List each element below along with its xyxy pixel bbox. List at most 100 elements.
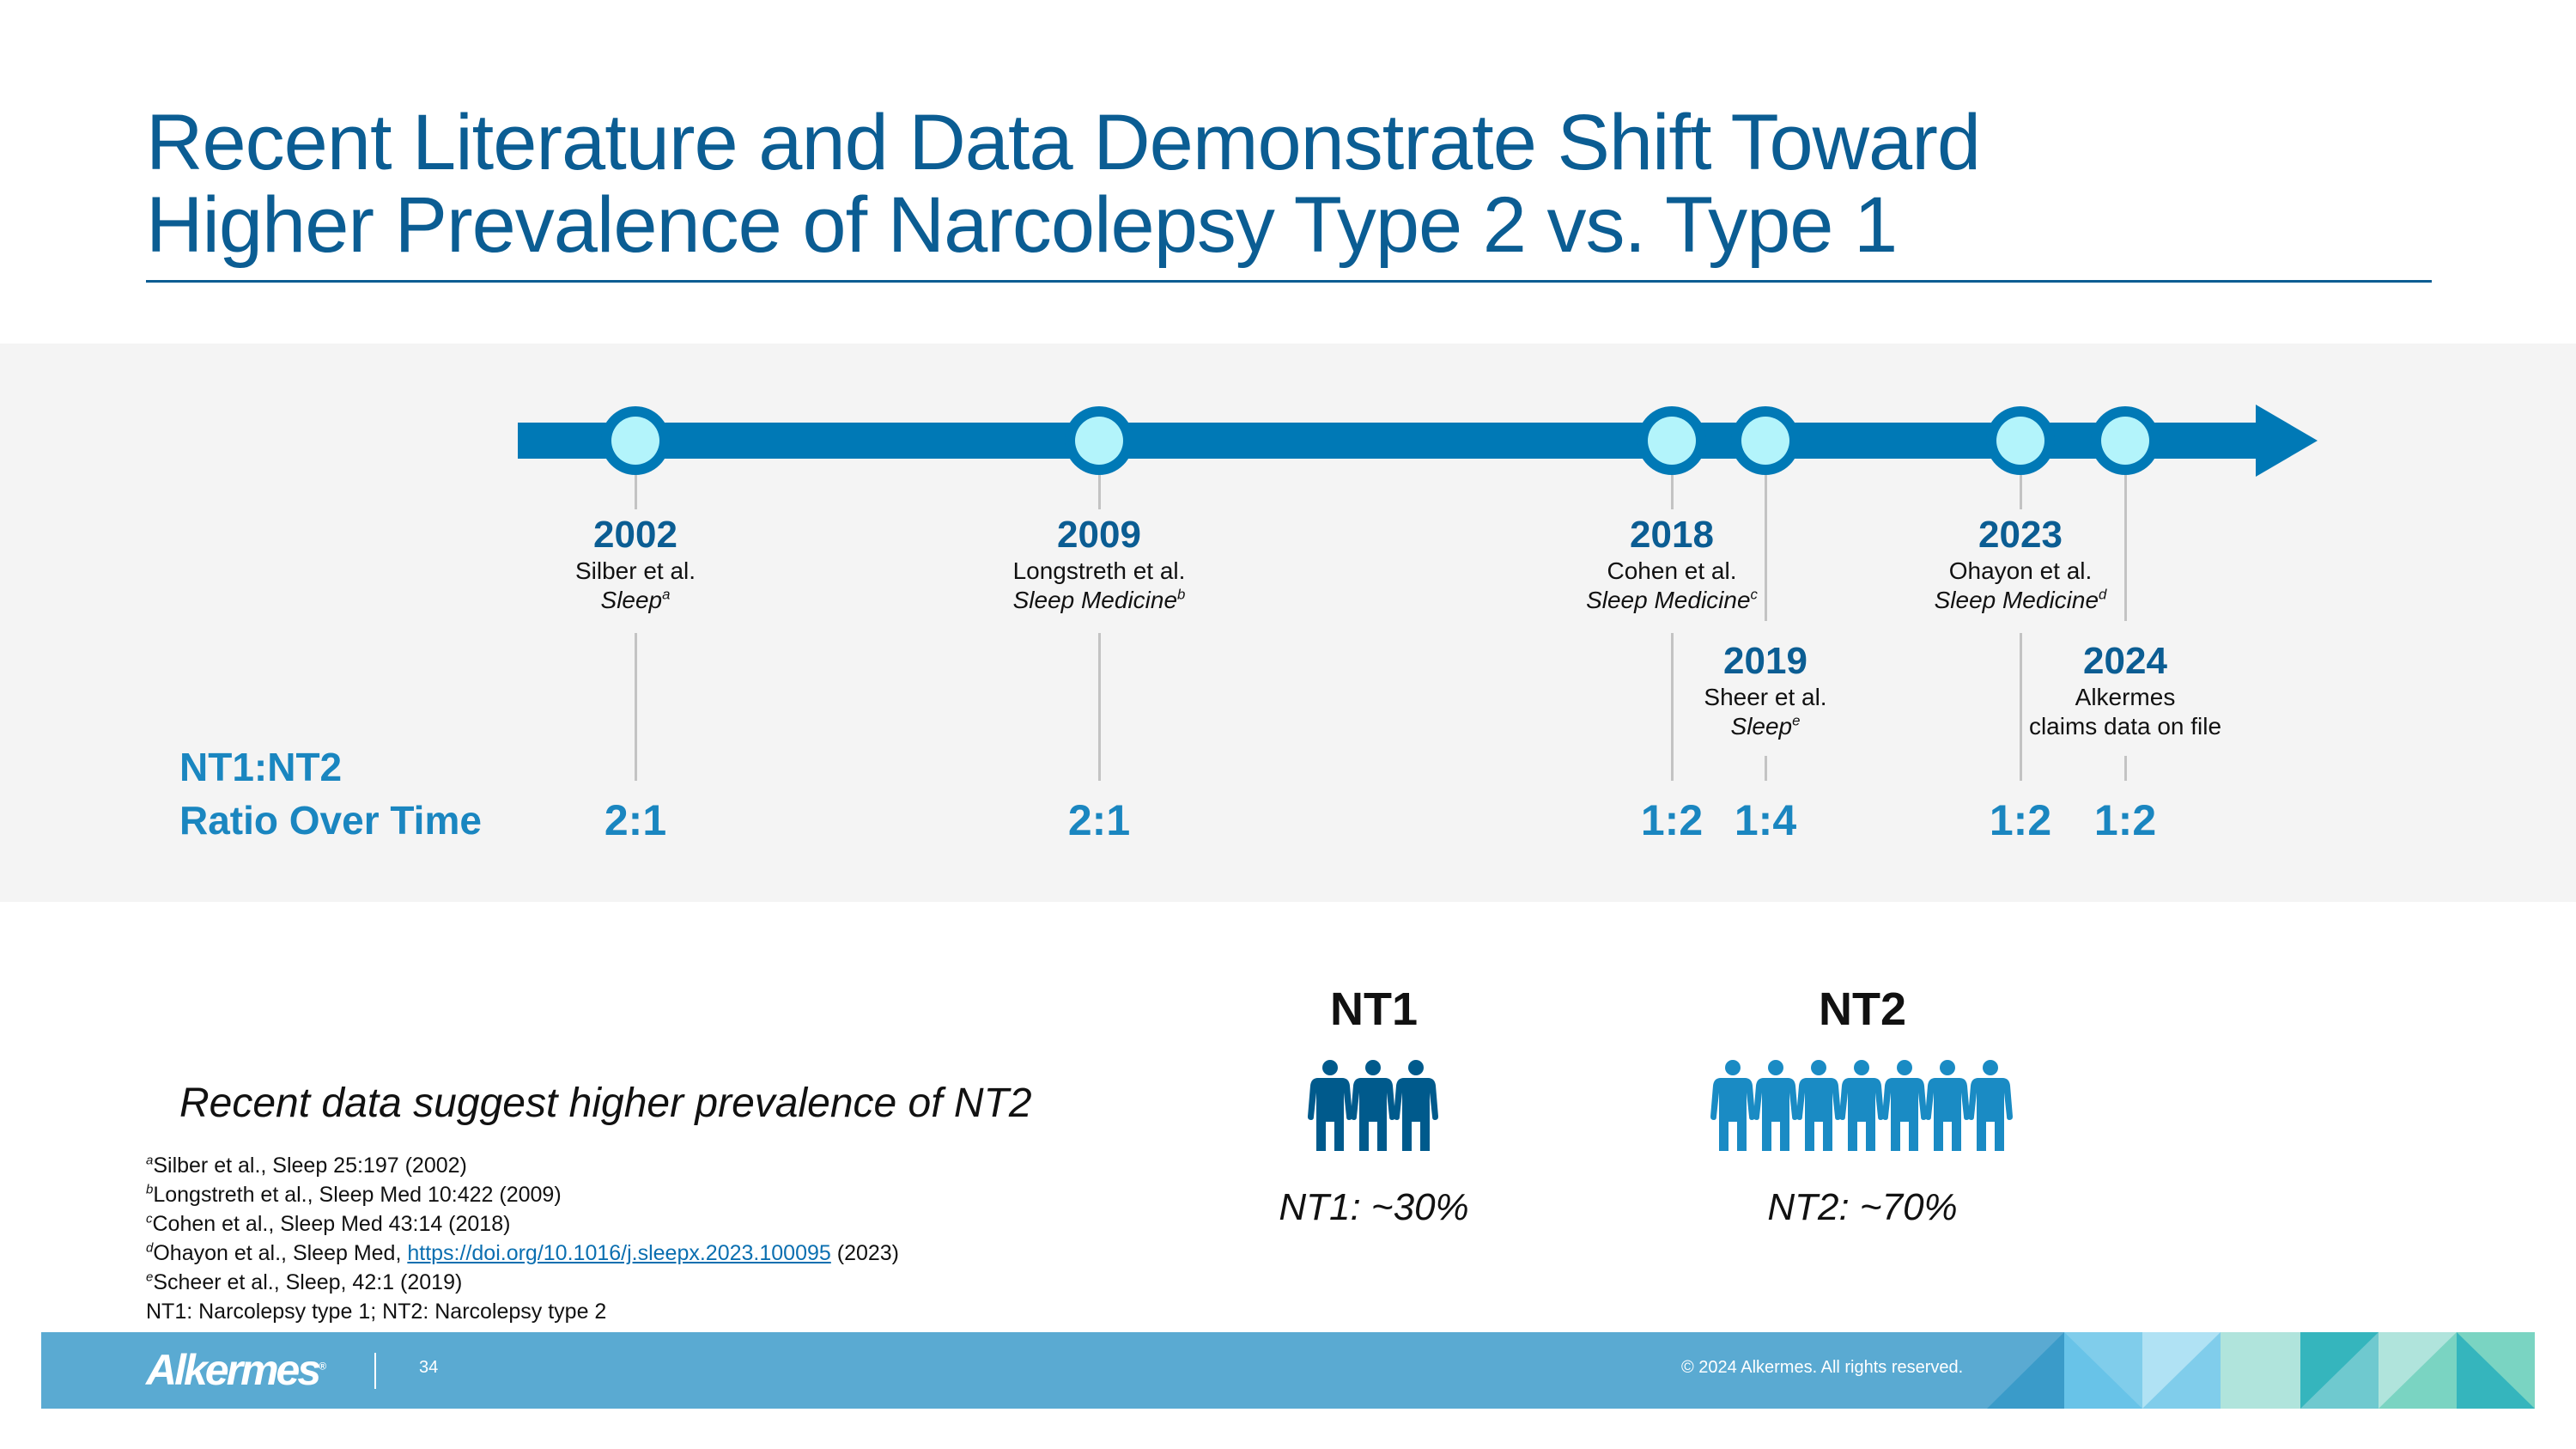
event-author: Cohen et al. <box>1607 557 1737 584</box>
footnote: bLongstreth et al., Sleep Med 10:422 (20… <box>146 1180 899 1209</box>
logo-text: Alkermes <box>146 1346 321 1394</box>
connector-line <box>2124 475 2127 621</box>
footnote-letter: c <box>146 1211 153 1227</box>
connector-line <box>1671 475 1674 509</box>
group-percentage: NT1: ~30% <box>1279 1186 1469 1228</box>
connector-line <box>635 633 637 781</box>
person-icon <box>1308 1060 1352 1151</box>
person-icon <box>1351 1060 1395 1151</box>
timeline-event-2018: 2018 Cohen et al. Sleep Medicinec <box>1492 514 1852 615</box>
connector-line <box>635 475 637 509</box>
footnote-letter: d <box>146 1240 154 1256</box>
ratio-label-line-2: Ratio Over Time <box>179 798 482 843</box>
footnote-year: (2023) <box>830 1241 900 1265</box>
journal-name: Sleep Medicine <box>1934 587 2099 613</box>
dot-center <box>1075 417 1123 465</box>
page-title: Recent Literature and Data Demonstrate S… <box>146 101 2464 266</box>
footnote-text: Scheer et al., Sleep, 42:1 (2019) <box>153 1270 463 1294</box>
ratio-value: 1:4 <box>1734 796 1797 844</box>
footer-bar: Alkermes® 34 © 2024 Alkermes. All rights… <box>41 1332 2535 1409</box>
dot-center <box>1996 417 2044 465</box>
footnote: eScheer et al., Sleep, 42:1 (2019) <box>146 1268 899 1297</box>
people-icons <box>1710 1060 2013 1155</box>
alkermes-logo: Alkermes® <box>146 1346 326 1394</box>
timeline-dot-2018 <box>1637 406 1706 475</box>
group-heading: NT1 <box>1329 983 1418 1035</box>
person-icon <box>1753 1060 1798 1151</box>
person-icon <box>1882 1060 1927 1151</box>
ratio-value: 2:1 <box>1067 796 1131 844</box>
footnote: cCohen et al., Sleep Med 43:14 (2018) <box>146 1209 899 1239</box>
footnote-text: Silber et al., Sleep 25:197 (2002) <box>153 1154 467 1178</box>
doi-link[interactable]: https://doi.org/10.1016/j.sleepx.2023.10… <box>407 1241 831 1265</box>
ratio-value: 2:1 <box>604 796 667 844</box>
claim-text: Recent data suggest higher prevalence of… <box>179 1081 1032 1126</box>
title-line-2: Higher Prevalence of Narcolepsy Type 2 v… <box>146 181 1898 269</box>
timeline-dot-2002 <box>601 406 670 475</box>
ratio-value: 1:2 <box>2093 796 2157 844</box>
person-icon <box>1710 1060 1755 1151</box>
timeline-arrow-icon <box>2256 405 2318 477</box>
footer-divider <box>374 1353 376 1389</box>
footnote-letter: a <box>146 1153 154 1168</box>
event-year: 2009 <box>1057 514 1141 556</box>
event-journal: claims data on file <box>1945 712 2306 741</box>
copyright: © 2024 Alkermes. All rights reserved. <box>1681 1358 1964 1377</box>
journal-name: Sleep Medicine <box>1012 587 1178 613</box>
event-author: Alkermes <box>2075 684 2176 710</box>
event-journal: Sleepa <box>455 586 816 615</box>
event-author: Silber et al. <box>574 557 696 584</box>
people-icons <box>1308 1060 1438 1155</box>
footnote-ref: d <box>2099 586 2107 603</box>
dot-center <box>1741 417 1789 465</box>
event-author: Sheer et al. <box>1704 684 1827 710</box>
footnote-letter: b <box>146 1182 154 1197</box>
person-icon <box>1796 1060 1841 1151</box>
dot-center <box>2101 417 2149 465</box>
timeline-event-2009: 2009 Longstreth et al. Sleep Medicineb <box>919 514 1279 615</box>
footnote-ref: b <box>1177 586 1186 603</box>
timeline-dot-2024 <box>2091 406 2160 475</box>
event-year: 2023 <box>1978 514 2063 556</box>
person-icon <box>1925 1060 1970 1151</box>
connector-line <box>2020 633 2022 781</box>
connector-line <box>1765 756 1767 781</box>
person-icon <box>1968 1060 2013 1151</box>
timeline-dot-2009 <box>1065 406 1133 475</box>
connector-line <box>2020 475 2022 509</box>
footnote-text: Ohayon et al., Sleep Med, <box>153 1241 408 1265</box>
event-year: 2018 <box>1630 514 1714 556</box>
connector-line <box>1098 633 1101 781</box>
timeline-event-2002: 2002 Silber et al. Sleepa <box>455 514 816 615</box>
event-journal: Sleepe <box>1585 712 1946 741</box>
connector-line <box>1098 475 1101 509</box>
footnote-text: Longstreth et al., Sleep Med 10:422 (200… <box>153 1183 562 1207</box>
title-line-1: Recent Literature and Data Demonstrate S… <box>146 99 1981 186</box>
journal-name: Sleep Medicine <box>1586 587 1751 613</box>
logo-mark: ® <box>319 1360 326 1373</box>
ratio-value: 1:2 <box>1989 796 2052 844</box>
footer-triangle-pattern <box>1987 1332 2535 1409</box>
dot-center <box>611 417 659 465</box>
footnote-text: NT1: Narcolepsy type 1; NT2: Narcolepsy … <box>146 1300 607 1324</box>
footnotes: aSilber et al., Sleep 25:197 (2002) bLong… <box>146 1151 899 1326</box>
footnote-letter: e <box>146 1269 154 1285</box>
event-year: 2002 <box>593 514 677 556</box>
ratio-value: 1:2 <box>1640 796 1704 844</box>
timeline-event-2024: 2024 Alkermes claims data on file <box>1945 640 2306 741</box>
journal-name: Sleep <box>1730 713 1793 740</box>
footnote-text: Cohen et al., Sleep Med 43:14 (2018) <box>152 1212 511 1236</box>
ratio-label: NT1:NT2 Ratio Over Time <box>179 740 482 847</box>
footnote: NT1: Narcolepsy type 1; NT2: Narcolepsy … <box>146 1297 899 1326</box>
footnote: dOhayon et al., Sleep Med, https://doi.o… <box>146 1239 899 1268</box>
event-author: Longstreth et al. <box>1012 557 1186 584</box>
page-number: 34 <box>419 1358 439 1377</box>
person-icon <box>1394 1060 1438 1151</box>
event-year: 2019 <box>1723 640 1807 682</box>
timeline-bar <box>518 423 2261 459</box>
event-journal: Sleep Medicineb <box>919 586 1279 615</box>
journal-name: Sleep <box>600 587 663 613</box>
event-author: Ohayon et al. <box>1948 557 2093 584</box>
ratio-label-line-1: NT1:NT2 <box>179 745 343 789</box>
timeline-dot-2023 <box>1986 406 2055 475</box>
